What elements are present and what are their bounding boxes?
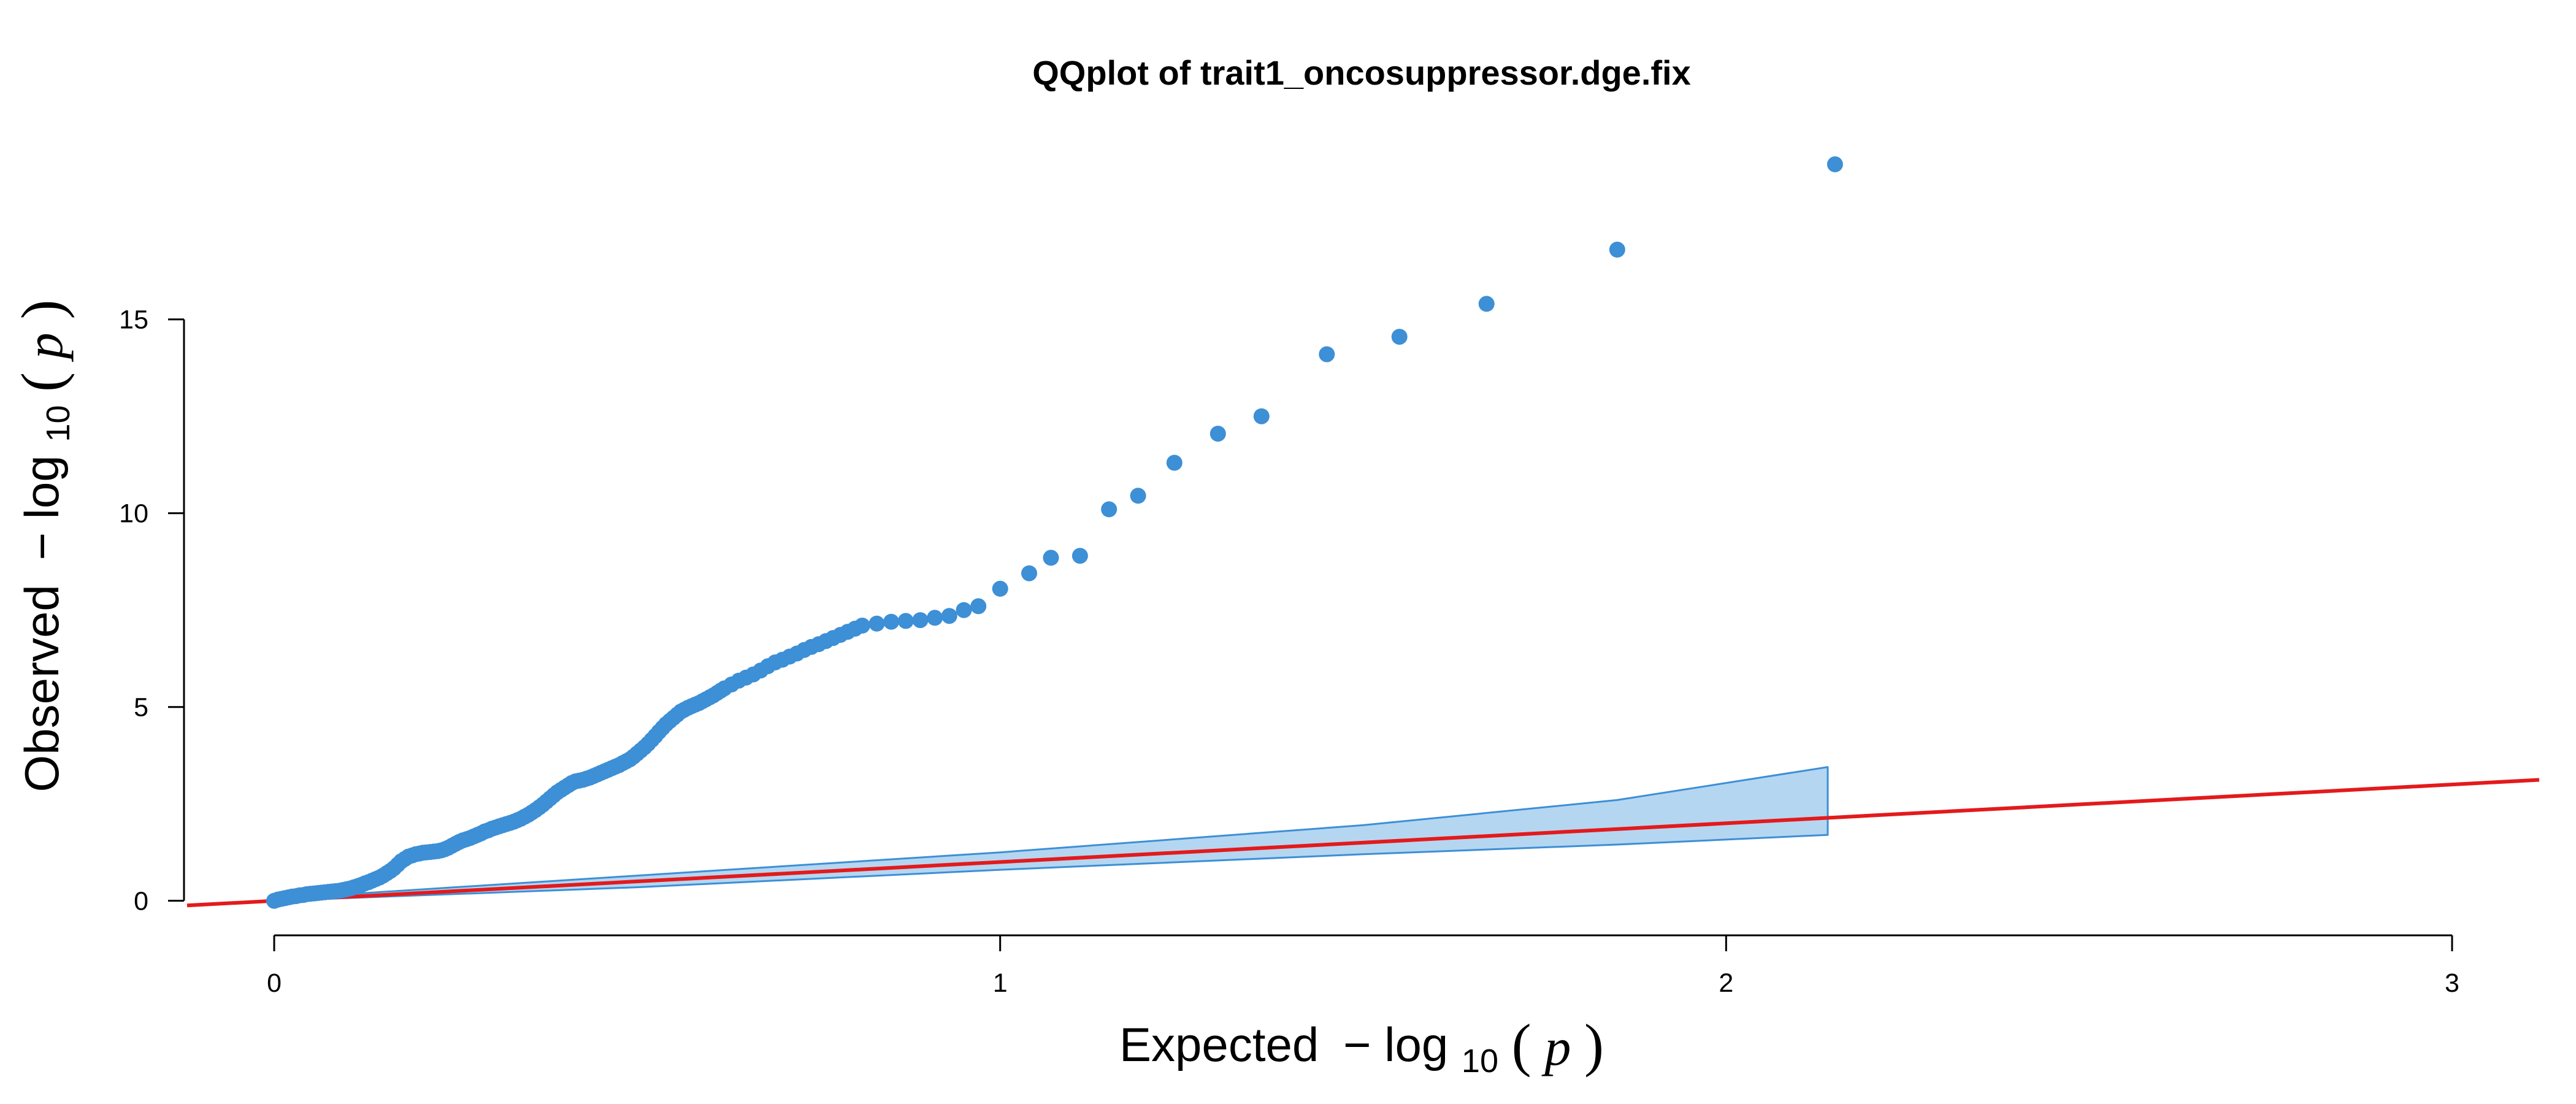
x-axis-label-var: p	[1541, 1018, 1571, 1076]
x-tick-label: 0	[267, 968, 282, 998]
y-tick-label: 15	[119, 305, 148, 335]
y-tick-label: 10	[119, 499, 148, 529]
reference-line	[186, 778, 2540, 908]
data-point	[912, 612, 929, 629]
y-axis-label-var: p	[15, 332, 74, 362]
x-axis-label: Expected − log 10 ( p )	[1119, 1012, 1604, 1083]
chart-title: QQplot of trait1_oncosuppressor.dge.fix	[1032, 53, 1691, 92]
data-point	[970, 598, 987, 615]
data-point	[1071, 548, 1088, 564]
data-point	[992, 580, 1008, 597]
x-axis-label-open: (	[1512, 1012, 1531, 1078]
x-axis-label-close: )	[1584, 1012, 1604, 1078]
data-point	[1319, 346, 1335, 362]
y-tick-label: 5	[134, 693, 148, 723]
data-point	[1609, 242, 1625, 258]
y-axis-label-close: )	[9, 300, 75, 320]
data-point	[897, 613, 914, 629]
data-point	[1478, 296, 1495, 312]
x-tick-label: 1	[993, 968, 1008, 998]
x-axis-label-sub: 10	[1462, 1043, 1498, 1079]
data-point	[1101, 501, 1117, 518]
data-point	[1827, 156, 1843, 172]
y-axis-label-func: log	[15, 455, 69, 519]
data-point	[1253, 408, 1270, 424]
y-axis-label-minus: −	[15, 532, 69, 561]
x-axis-label-func: log	[1384, 1018, 1448, 1071]
x-axis-label-minus: −	[1343, 1018, 1371, 1071]
data-point	[1391, 329, 1408, 345]
reference-line-layer	[186, 778, 2540, 908]
y-tick-label: 0	[134, 887, 148, 916]
data-point	[1166, 454, 1183, 471]
x-tick-label: 3	[2445, 968, 2459, 998]
data-point	[927, 610, 943, 626]
axes: 0 1 2 3 0 5 10 15	[119, 305, 2459, 998]
data-point	[1043, 550, 1059, 566]
data-point	[956, 602, 972, 618]
data-point	[854, 618, 870, 634]
data-point	[883, 613, 900, 630]
y-axis-label: Observed − log 10 ( p )	[9, 300, 80, 792]
data-point	[1021, 565, 1037, 581]
y-axis-label-sub: 10	[40, 405, 77, 442]
data-point	[1209, 426, 1226, 442]
data-point	[868, 615, 885, 632]
x-tick-label: 2	[1719, 968, 1733, 998]
x-axis-label-prefix: Expected	[1119, 1018, 1319, 1071]
data-points	[266, 156, 1843, 909]
data-point	[1130, 488, 1146, 504]
confidence-band	[273, 766, 1829, 902]
confidence-band-layer	[273, 766, 1829, 902]
y-axis-label-open: (	[9, 372, 75, 392]
y-axis-label-prefix: Observed	[15, 585, 69, 792]
data-point	[941, 608, 957, 624]
